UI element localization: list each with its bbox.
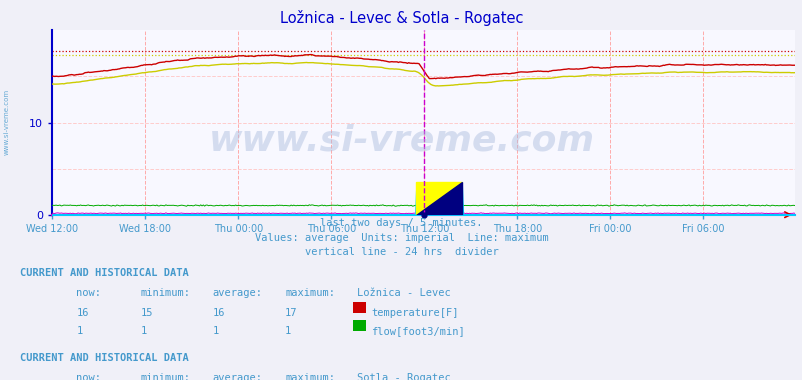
- Text: 17: 17: [285, 308, 298, 318]
- Text: Ložnica - Levec: Ložnica - Levec: [357, 288, 451, 298]
- Polygon shape: [416, 182, 461, 215]
- Text: minimum:: minimum:: [140, 288, 190, 298]
- Text: Ložnica - Levec & Sotla - Rogatec: Ložnica - Levec & Sotla - Rogatec: [279, 10, 523, 25]
- Text: 1: 1: [140, 326, 147, 336]
- Text: www.si-vreme.com: www.si-vreme.com: [209, 124, 593, 158]
- Text: temperature[F]: temperature[F]: [371, 308, 458, 318]
- Text: maximum:: maximum:: [285, 288, 334, 298]
- Text: Sotla - Rogatec: Sotla - Rogatec: [357, 373, 451, 380]
- Text: 16: 16: [76, 308, 89, 318]
- Text: 1: 1: [285, 326, 291, 336]
- Polygon shape: [416, 182, 461, 215]
- Text: minimum:: minimum:: [140, 373, 190, 380]
- Text: 1: 1: [213, 326, 219, 336]
- Text: CURRENT AND HISTORICAL DATA: CURRENT AND HISTORICAL DATA: [20, 353, 188, 363]
- Text: Values: average  Units: imperial  Line: maximum: Values: average Units: imperial Line: ma…: [254, 233, 548, 243]
- Text: 15: 15: [140, 308, 153, 318]
- Text: maximum:: maximum:: [285, 373, 334, 380]
- Text: www.si-vreme.com: www.si-vreme.com: [3, 89, 10, 155]
- Text: average:: average:: [213, 288, 262, 298]
- Text: last two days / 5 minutes.: last two days / 5 minutes.: [320, 218, 482, 228]
- Text: average:: average:: [213, 373, 262, 380]
- Text: now:: now:: [76, 288, 101, 298]
- Text: 16: 16: [213, 308, 225, 318]
- Text: flow[foot3/min]: flow[foot3/min]: [371, 326, 464, 336]
- Text: CURRENT AND HISTORICAL DATA: CURRENT AND HISTORICAL DATA: [20, 268, 188, 278]
- Text: now:: now:: [76, 373, 101, 380]
- Text: vertical line - 24 hrs  divider: vertical line - 24 hrs divider: [304, 247, 498, 257]
- Text: 1: 1: [76, 326, 83, 336]
